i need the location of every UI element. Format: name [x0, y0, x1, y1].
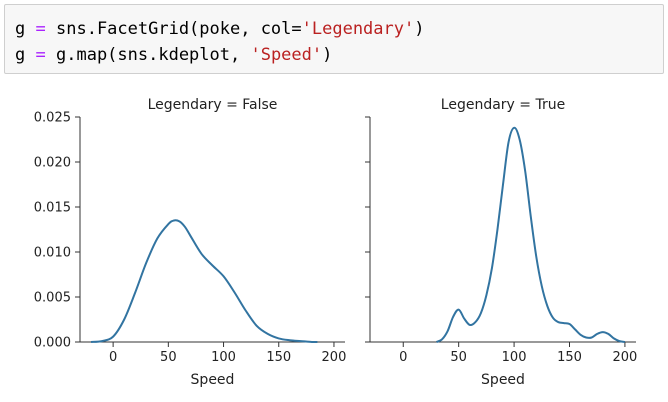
y-tick-label: 0.020	[34, 156, 71, 171]
code-var: g	[15, 45, 26, 65]
x-tick-label: 50	[160, 350, 177, 365]
y-tick-label: 0.015	[34, 201, 71, 216]
x-tick-label: 200	[322, 350, 347, 365]
x-axis-label: Speed	[191, 372, 235, 388]
code-cell[interactable]: g = sns.FacetGrid(poke, col='Legendary')…	[4, 4, 664, 74]
kde-line	[436, 126, 626, 343]
facet-title: Legendary = False	[148, 97, 278, 113]
x-axis-label: Speed	[481, 372, 525, 388]
x-tick-label: 50	[450, 350, 467, 365]
code-var: g	[15, 19, 26, 39]
y-tick-label: 0.000	[34, 336, 71, 351]
x-tick-label: 100	[211, 350, 236, 365]
code-string-arg: 'Legendary'	[301, 19, 415, 39]
code-string-arg: 'Speed'	[250, 45, 323, 65]
facet-panel-2: Legendary = True 0 50 100 150 200 Speed	[365, 97, 637, 388]
facet-grid-chart: Legendary = False 0 50 100 150 200 0.000 0.005 0…	[34, 97, 638, 388]
kde-line	[90, 219, 318, 344]
y-tick-label: 0.025	[34, 111, 71, 126]
x-tick-label: 0	[109, 350, 117, 365]
code-line-2: g = g.map(sns.kdeplot, 'Speed')	[15, 43, 332, 67]
facet-title: Legendary = True	[441, 97, 565, 113]
x-tick-label: 200	[613, 350, 638, 365]
code-line-1: g = sns.FacetGrid(poke, col='Legendary')	[15, 17, 424, 41]
x-tick-label: 0	[399, 350, 407, 365]
facet-panel-1: Legendary = False 0 50 100 150 200 0.000 0.005 0…	[34, 97, 347, 388]
code-closing: )	[322, 45, 333, 65]
y-tick-label: 0.005	[34, 291, 71, 306]
code-closing: )	[414, 19, 425, 39]
code-expression: g.map(sns.kdeplot,	[56, 45, 251, 65]
x-tick-label: 150	[266, 350, 291, 365]
x-tick-label: 150	[557, 350, 582, 365]
code-operator: =	[35, 19, 46, 39]
y-tick-label: 0.010	[34, 246, 71, 261]
x-tick-label: 100	[502, 350, 527, 365]
code-expression: sns.FacetGrid(poke, col=	[56, 19, 302, 39]
code-operator: =	[35, 45, 46, 65]
